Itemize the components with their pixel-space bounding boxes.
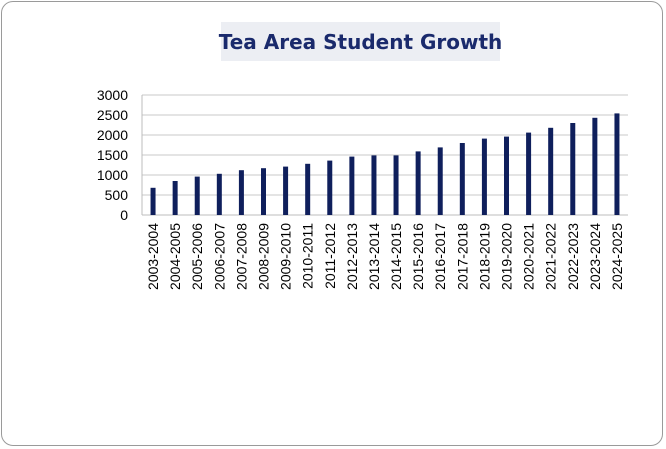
bar — [459, 143, 465, 215]
x-tick-label: 2006-2007 — [211, 223, 227, 290]
x-tick-label: 2003-2004 — [145, 223, 161, 290]
x-tick-label: 2014-2015 — [388, 223, 404, 290]
bar — [614, 113, 620, 215]
bar — [349, 156, 355, 215]
bar — [216, 173, 222, 215]
x-tick-label: 2022-2023 — [565, 223, 581, 290]
x-tick-label: 2009-2010 — [278, 223, 294, 290]
x-tick-label: 2023-2024 — [587, 223, 603, 290]
bar — [548, 127, 554, 215]
x-tick-label: 2015-2016 — [410, 223, 426, 290]
y-tick-label: 2500 — [97, 107, 128, 123]
x-tick-label: 2024-2025 — [609, 223, 625, 290]
x-tick-label: 2010-2011 — [300, 223, 316, 289]
bar — [194, 176, 200, 215]
y-tick-label: 1000 — [97, 167, 128, 183]
x-tick-label: 2013-2014 — [366, 223, 382, 290]
x-tick-label: 2008-2009 — [256, 223, 272, 290]
bar — [504, 136, 509, 215]
bar — [283, 166, 289, 215]
bar — [437, 147, 443, 215]
bar — [371, 155, 377, 215]
x-tick-label: 2020-2021 — [521, 223, 537, 290]
chart-title-box: Tea Area Student Growth — [218, 22, 503, 61]
x-tick-label: 2005-2006 — [189, 223, 205, 290]
y-tick-label: 3000 — [97, 87, 128, 103]
bar — [238, 170, 244, 215]
bar — [570, 123, 576, 215]
bar — [393, 155, 399, 215]
x-tick-label: 2011-2012 — [322, 223, 338, 289]
bar — [526, 132, 532, 215]
bar — [415, 151, 421, 215]
bar — [305, 163, 311, 215]
y-tick-label: 2000 — [97, 127, 128, 143]
bar — [150, 187, 156, 215]
x-tick-label: 2012-2013 — [344, 223, 360, 290]
bar — [592, 117, 598, 215]
x-tick-label: 2007-2008 — [233, 223, 249, 290]
bar — [261, 168, 266, 215]
y-tick-label: 0 — [120, 207, 128, 223]
y-tick-label: 1500 — [97, 147, 128, 163]
x-tick-label: 2004-2005 — [167, 223, 183, 290]
chart-title: Tea Area Student Growth — [218, 29, 503, 54]
x-tick-label: 2018-2019 — [476, 223, 492, 290]
y-tick-label: 500 — [105, 187, 129, 203]
x-tick-label: 2016-2017 — [432, 223, 448, 290]
x-tick-label: 2019-2020 — [499, 223, 515, 290]
bar — [172, 181, 178, 215]
bar — [327, 160, 333, 215]
bar — [481, 138, 487, 215]
x-tick-label: 2017-2018 — [454, 223, 470, 290]
x-tick-label: 2021-2022 — [543, 223, 559, 290]
